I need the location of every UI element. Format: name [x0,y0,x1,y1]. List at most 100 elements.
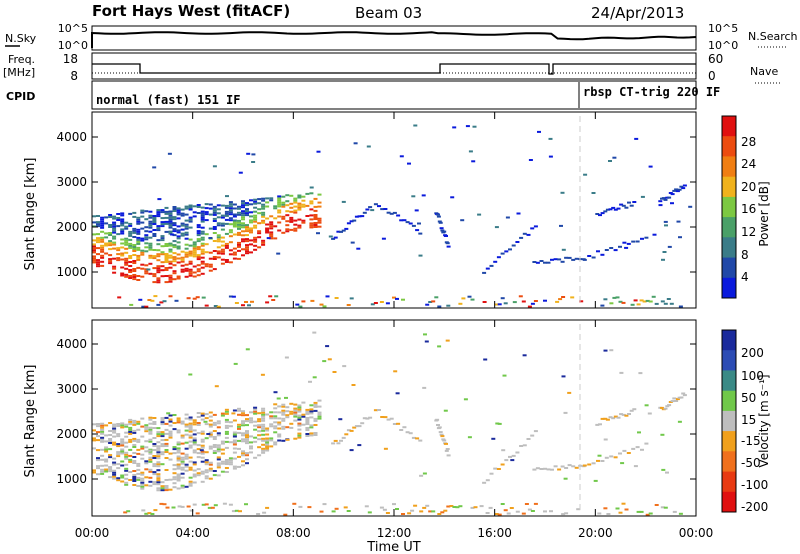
velocity-cell [147,512,152,515]
power-cell [285,228,290,231]
velocity-cell [200,480,205,483]
velocity-cell [667,404,672,407]
power-cell [249,239,253,242]
power-cell [245,212,249,215]
power-cell [268,295,273,298]
velocity-cell [615,507,620,510]
velocity-cell [116,433,121,436]
power-cell [132,262,137,264]
power-cell [152,281,157,284]
power-cell [450,196,455,199]
power-cell [92,245,96,248]
power-cell [156,215,161,218]
velocity-cell [483,358,488,361]
power-cell [92,243,96,246]
velocity-cell [192,433,197,436]
power-cell [128,269,133,271]
power-cell [245,202,249,205]
power-cell [213,305,218,307]
velocity-cell [188,468,193,471]
power-cell [664,224,668,227]
power-cell [360,215,365,218]
velocity-cell [422,506,427,509]
power-cell [428,301,433,303]
velocity-cell [136,468,141,471]
velocity-cell [144,424,149,427]
power-cell [140,253,145,256]
velocity-cell [112,463,117,466]
power-cell [392,296,396,299]
velocity-cell [136,438,141,441]
power-cell [313,214,318,216]
velocity-cell [633,465,638,468]
power-cell [176,277,181,280]
power-cell [220,250,225,253]
power-cell [261,239,266,242]
power-cell [313,218,318,220]
power-cell [482,271,487,274]
velocity-cell [204,451,209,454]
velocity-cell [216,456,221,459]
velocity-cell [126,510,131,513]
power-cbar-title: Power [dB] [757,181,771,246]
velocity-cell [160,419,165,422]
velocity-cell [342,365,347,368]
power-cell [128,244,133,247]
power-cell [232,251,237,254]
power-cell [120,242,125,245]
power-cell [273,207,278,210]
power-cell [132,254,137,256]
velocity-cell [232,435,237,438]
power-cell [176,253,181,256]
power-cell [184,267,189,270]
velocity-cell [148,418,153,421]
velocity-cell [132,431,137,434]
power-cell [140,263,145,266]
power-cell [128,265,133,267]
power-cell [228,249,233,252]
velocity-cell [431,510,436,513]
velocity-cell [204,475,209,478]
velocity-cell [620,462,625,465]
velocity-cell [210,506,215,509]
velocity-cell [164,438,169,441]
velocity-cell [128,440,133,443]
velocity-cell [195,512,200,515]
power-cell [116,247,121,250]
power-cell [574,257,579,260]
power-cell [200,220,205,223]
velocity-cell [136,448,141,451]
velocity-cbar-tick-100: 100 [741,369,764,383]
power-cell [265,201,270,204]
power-cell [237,227,241,230]
power-cell [172,252,177,255]
velocity-cell [208,477,213,480]
velocity-cell [172,422,177,424]
velocity-cell [180,472,185,475]
power-cell [96,221,100,224]
power-cell [140,237,145,240]
power-cell [168,276,173,279]
power-cell [658,200,663,203]
power-cell [120,266,125,269]
velocity-cell [611,417,616,420]
velocity-cell [289,426,294,429]
power-cell [515,241,520,243]
power-cell [132,211,137,214]
power-cell [618,245,622,248]
power-cell [180,228,185,231]
velocity-cell [188,428,193,431]
velocity-cell [313,424,318,426]
velocity-cell [626,452,631,454]
power-cell [249,203,253,206]
power-cell [245,244,249,247]
power-cell [232,257,237,260]
velocity-cell [204,469,209,472]
power-cell [265,223,270,226]
velocity-cell [241,414,245,417]
power-cell [204,213,209,216]
power-cell [128,222,133,225]
power-cell [104,236,109,239]
power-cell [192,241,197,244]
velocity-cell [184,425,189,428]
